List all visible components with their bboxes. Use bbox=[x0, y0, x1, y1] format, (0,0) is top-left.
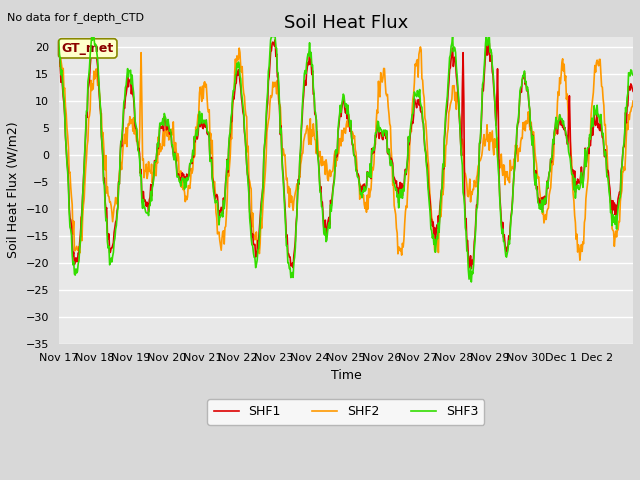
SHF3 bbox=[257, 210, 265, 216]
SHF3 bbox=[629, 72, 637, 78]
SHF3 bbox=[279, 169, 287, 175]
SHF2 bbox=[256, 240, 264, 246]
SHF1 bbox=[256, 214, 264, 219]
SHF1 bbox=[406, 135, 413, 141]
Line: SHF3: SHF3 bbox=[59, 36, 633, 282]
SHF1 bbox=[438, 184, 446, 190]
SHF3 bbox=[406, 132, 413, 138]
SHF2 bbox=[278, 147, 285, 153]
Title: Soil Heat Flux: Soil Heat Flux bbox=[284, 14, 408, 32]
SHF3 bbox=[123, 74, 131, 80]
SHF2 bbox=[576, 257, 584, 263]
SHF2 bbox=[122, 125, 130, 131]
SHF1 bbox=[279, 166, 287, 172]
SHF2 bbox=[405, 159, 413, 165]
SHF2 bbox=[228, 136, 236, 142]
Line: SHF2: SHF2 bbox=[59, 47, 633, 260]
SHF2 bbox=[438, 190, 446, 195]
SHF2 bbox=[629, 98, 637, 104]
SHF2 bbox=[417, 44, 424, 50]
SHF3 bbox=[438, 184, 446, 190]
Legend: SHF1, SHF2, SHF3: SHF1, SHF2, SHF3 bbox=[207, 399, 484, 425]
SHF1 bbox=[271, 37, 279, 43]
SHF1 bbox=[55, 44, 63, 49]
SHF1 bbox=[629, 88, 637, 94]
SHF1 bbox=[228, 119, 236, 124]
SHF1 bbox=[122, 91, 130, 97]
X-axis label: Time: Time bbox=[330, 369, 361, 382]
Line: SHF1: SHF1 bbox=[59, 40, 633, 268]
SHF3 bbox=[88, 34, 95, 39]
Text: GT_met: GT_met bbox=[61, 42, 114, 55]
Y-axis label: Soil Heat Flux (W/m2): Soil Heat Flux (W/m2) bbox=[7, 122, 20, 258]
SHF1 bbox=[467, 265, 475, 271]
SHF3 bbox=[467, 279, 475, 285]
SHF3 bbox=[55, 37, 63, 43]
SHF3 bbox=[228, 96, 236, 102]
SHF2 bbox=[55, 56, 63, 62]
Text: No data for f_depth_CTD: No data for f_depth_CTD bbox=[7, 12, 144, 23]
